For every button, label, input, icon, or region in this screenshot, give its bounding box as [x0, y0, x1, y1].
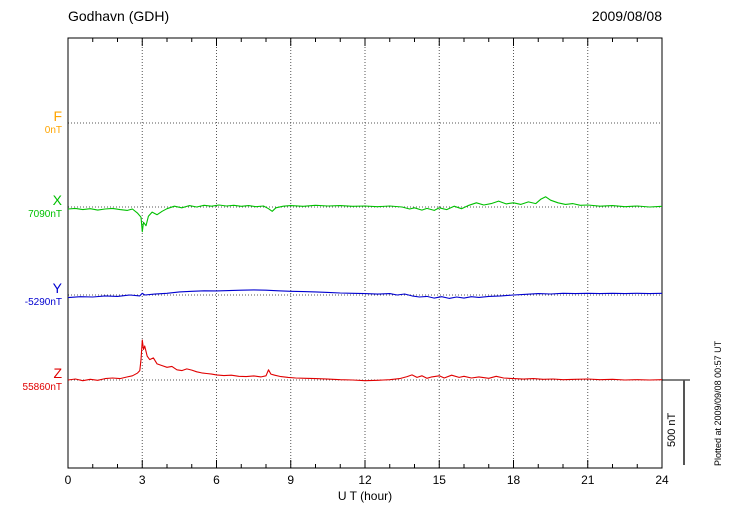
x-tick-label: 15 [433, 473, 447, 487]
series-label-Z: Z 55860nT [0, 366, 62, 393]
component-name-Z: Z [53, 365, 62, 381]
component-name-Y: Y [52, 280, 62, 296]
x-tick-label: 24 [655, 473, 669, 487]
x-tick-label: 9 [287, 473, 294, 487]
x-axis-title: U T (hour) [337, 489, 393, 503]
series-label-Y: Y -5290nT [0, 281, 62, 308]
component-baseline-X: 7090nT [28, 209, 62, 220]
x-tick-label: 3 [139, 473, 146, 487]
page-title: Godhavn (GDH) [68, 8, 170, 24]
x-tick-label: 12 [358, 473, 372, 487]
series-label-F: F 0nT [0, 109, 62, 136]
series-label-X: X 7090nT [0, 193, 62, 220]
date-label: 2009/08/08 [591, 8, 662, 24]
component-name-F: F [53, 108, 62, 124]
component-baseline-Z: 55860nT [22, 382, 62, 393]
component-baseline-Y: -5290nT [24, 297, 62, 308]
trace-X [67, 196, 663, 233]
plotted-at-watermark: Plotted at 2009/09/08 00:57 UT [713, 340, 723, 466]
x-tick-label: 6 [213, 473, 220, 487]
plot-border [67, 37, 663, 469]
trace-Z [67, 339, 663, 382]
trace-Y [67, 289, 663, 299]
x-tick-label: 0 [65, 473, 72, 487]
scale-bar-label: 500 nT [666, 412, 678, 447]
x-tick-label: 18 [507, 473, 521, 487]
component-baseline-F: 0nT [44, 125, 62, 136]
x-tick-label: 21 [581, 473, 595, 487]
component-name-X: X [52, 192, 62, 208]
